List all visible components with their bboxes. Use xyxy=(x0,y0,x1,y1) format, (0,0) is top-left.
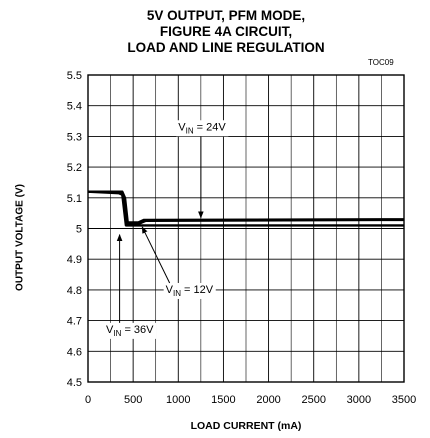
x-tick-label: 1500 xyxy=(211,394,235,406)
y-tick-label: 5.5 xyxy=(67,70,82,82)
y-tick-label: 4.6 xyxy=(67,346,82,358)
y-tick-label: 5.3 xyxy=(67,131,82,143)
annotation-label-3: VIN = 36V xyxy=(106,324,154,338)
chart-title-line-1: 5V OUTPUT, PFM MODE, xyxy=(146,8,306,23)
x-tick-label: 500 xyxy=(124,394,142,406)
y-tick-label: 4.5 xyxy=(67,377,82,389)
annotation-background xyxy=(163,282,216,299)
figure-code: TOC09 xyxy=(368,58,394,67)
y-tick-label: 4.7 xyxy=(67,316,82,328)
annotation-arrow-2 xyxy=(141,226,171,284)
plot-frame xyxy=(87,74,405,383)
annotation-background xyxy=(176,120,229,137)
x-tick-label: 2000 xyxy=(256,394,280,406)
y-tick-label: 5 xyxy=(76,224,82,236)
y-tick-label: 5.2 xyxy=(67,162,82,174)
annotation-background xyxy=(104,322,157,339)
x-tick-label: 3000 xyxy=(347,394,371,406)
series-line-3 xyxy=(88,190,405,226)
y-tick-label: 5.1 xyxy=(67,193,82,205)
annotation-label-2: VIN = 12V xyxy=(166,284,214,298)
chart-title-line-2: FIGURE 4A CIRCUIT, xyxy=(159,24,293,39)
x-tick-label: 3500 xyxy=(392,394,416,406)
x-axis-label: LOAD CURRENT (mA) xyxy=(190,420,302,432)
x-tick-label: 1000 xyxy=(166,394,190,406)
y-tick-label: 4.8 xyxy=(67,285,82,297)
chart-title-line-3: LOAD AND LINE REGULATION xyxy=(127,40,325,55)
series-line-1 xyxy=(87,190,404,227)
annotation-label-1: VIN = 24V xyxy=(178,121,226,135)
y-tick-label: 4.9 xyxy=(67,254,82,266)
x-tick-label: 0 xyxy=(85,394,91,406)
y-tick-label: 5.4 xyxy=(67,101,82,113)
x-tick-label: 2500 xyxy=(301,394,325,406)
